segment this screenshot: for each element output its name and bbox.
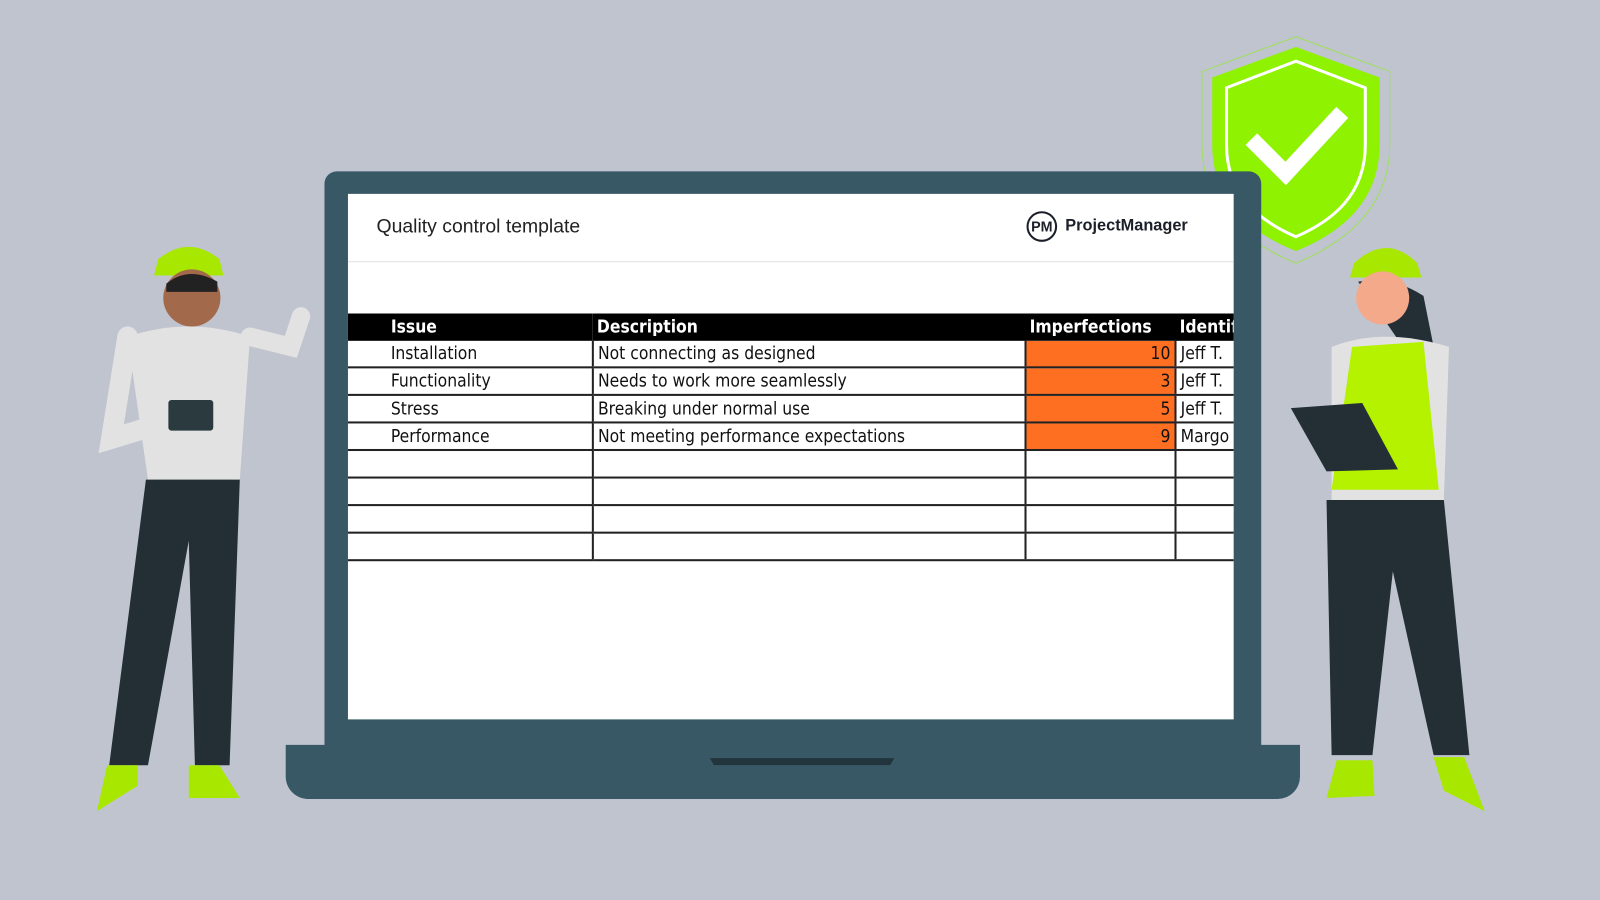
column-header-issue[interactable]: Issue <box>347 313 593 341</box>
empty-cell[interactable] <box>1174 477 1234 507</box>
female-worker-illustration <box>1290 247 1485 812</box>
spreadsheet-screen: Quality control template PM ProjectManag… <box>347 193 1234 720</box>
cell-imperfections[interactable]: 5 <box>1024 394 1176 424</box>
column-header-identified[interactable]: Identif <box>1175 313 1234 341</box>
cell-identified[interactable]: Jeff T. <box>1174 340 1234 369</box>
pm-logo-icon: PM <box>1026 211 1058 242</box>
empty-cell[interactable] <box>1174 532 1234 562</box>
cell-description[interactable]: Needs to work more seamlessly <box>591 367 1026 396</box>
empty-cell[interactable] <box>347 505 593 534</box>
column-header-imperfections[interactable]: Imperfections <box>1025 313 1176 341</box>
empty-cell[interactable] <box>1024 449 1176 479</box>
empty-table-row <box>347 449 1234 479</box>
empty-cell[interactable] <box>1024 532 1176 562</box>
cell-issue[interactable]: Stress <box>347 394 593 424</box>
cell-identified[interactable]: Margo <box>1174 422 1234 452</box>
table-row: Performance Not meeting performance expec… <box>347 422 1234 452</box>
logo-text: ProjectManager <box>1065 217 1188 235</box>
table-row: Stress Breaking under normal use 5 Jeff T. <box>347 394 1234 424</box>
table-header-row: Issue Description Imperfections Identif <box>347 313 1234 341</box>
empty-table-row <box>347 477 1234 507</box>
cell-description[interactable]: Not connecting as designed <box>591 340 1026 369</box>
empty-cell[interactable] <box>591 532 1026 562</box>
empty-cell[interactable] <box>1174 505 1234 534</box>
cell-imperfections[interactable]: 9 <box>1024 422 1176 452</box>
cell-issue[interactable]: Functionality <box>347 367 593 396</box>
cell-issue[interactable]: Performance <box>347 422 593 452</box>
empty-table-row <box>347 532 1234 562</box>
column-header-description[interactable]: Description <box>592 313 1026 341</box>
cell-identified[interactable]: Jeff T. <box>1174 394 1234 424</box>
empty-cell[interactable] <box>347 477 593 507</box>
cell-description[interactable]: Not meeting performance expectations <box>591 422 1026 452</box>
empty-cell[interactable] <box>1024 477 1176 507</box>
empty-cell[interactable] <box>591 505 1026 534</box>
empty-cell[interactable] <box>591 449 1026 479</box>
empty-cell[interactable] <box>347 532 593 562</box>
cell-description[interactable]: Breaking under normal use <box>591 394 1026 424</box>
empty-cell[interactable] <box>1174 449 1234 479</box>
cell-issue[interactable]: Installation <box>347 340 593 369</box>
quality-table: Issue Description Imperfections Identif … <box>347 313 1234 562</box>
cell-identified[interactable]: Jeff T. <box>1174 367 1234 396</box>
empty-cell[interactable] <box>591 477 1026 507</box>
page-title: Quality control template <box>376 216 581 238</box>
header-divider <box>347 261 1234 263</box>
cell-imperfections[interactable]: 10 <box>1024 340 1176 369</box>
empty-table-row <box>347 505 1234 534</box>
empty-cell[interactable] <box>1024 505 1176 534</box>
table-row: Functionality Needs to work more seamless… <box>347 367 1234 396</box>
empty-cell[interactable] <box>347 449 593 479</box>
male-worker-illustration <box>96 246 311 812</box>
projectmanager-logo[interactable]: PM ProjectManager <box>1026 211 1188 242</box>
cell-imperfections[interactable]: 3 <box>1024 367 1176 396</box>
table-row: Installation Not connecting as designed 10… <box>347 340 1234 369</box>
